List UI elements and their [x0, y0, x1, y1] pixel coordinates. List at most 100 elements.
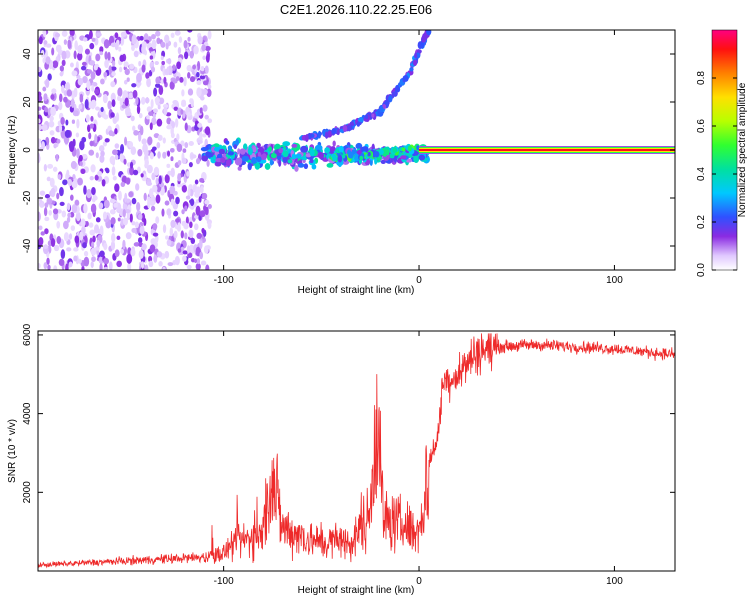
snr-frame	[37, 330, 676, 572]
noise-speckle	[203, 205, 207, 212]
noise-speckle	[66, 89, 73, 97]
noise-speckle	[110, 81, 116, 88]
noise-speckle	[61, 50, 67, 61]
scatter-speckle	[291, 153, 296, 159]
noise-speckle	[174, 255, 180, 266]
upper-trace-speckle	[347, 124, 352, 131]
noise-speckle	[147, 136, 153, 146]
noise-speckle	[162, 266, 166, 270]
noise-speckle	[183, 39, 188, 49]
noise-speckle	[98, 202, 104, 210]
noise-speckle	[188, 161, 193, 168]
noise-speckle	[204, 114, 209, 120]
noise-speckle	[152, 146, 157, 151]
noise-speckle	[42, 86, 47, 92]
noise-speckle	[178, 36, 183, 44]
noise-speckle	[82, 75, 88, 84]
noise-speckle	[187, 252, 193, 259]
scatter-speckle	[303, 163, 309, 170]
noise-speckle	[196, 158, 201, 165]
noise-speckle	[159, 97, 165, 105]
noise-speckle	[194, 223, 199, 231]
noise-speckle	[119, 152, 124, 162]
noise-speckle	[156, 142, 161, 149]
noise-speckle	[130, 115, 135, 122]
noise-speckle	[73, 255, 78, 262]
carrier-line-core	[419, 149, 675, 151]
noise-speckle	[189, 76, 196, 83]
noise-speckle	[68, 233, 73, 240]
noise-speckle	[133, 50, 139, 58]
noise-speckle	[204, 199, 210, 205]
noise-speckle	[207, 30, 212, 40]
upper-trace-speckle	[356, 121, 361, 127]
noise-speckle	[117, 87, 123, 97]
noise-speckle	[143, 149, 149, 157]
noise-speckle	[158, 261, 163, 267]
lower-trace-speckle	[342, 153, 346, 159]
noise-speckle	[58, 258, 65, 267]
noise-speckle	[139, 125, 144, 136]
noise-speckle	[189, 188, 194, 197]
noise-speckle	[118, 66, 123, 73]
noise-speckle	[196, 71, 200, 78]
noise-speckle	[146, 164, 153, 174]
noise-speckle	[38, 262, 41, 269]
noise-speckle	[80, 218, 86, 228]
scatter-speckle	[228, 145, 232, 154]
noise-speckle	[173, 41, 178, 48]
noise-speckle	[204, 65, 209, 74]
noise-speckle	[145, 72, 150, 79]
snr-ytick-label: 4000	[22, 402, 33, 425]
noise-speckle	[38, 142, 41, 148]
noise-speckle	[78, 231, 84, 241]
noise-speckle	[79, 140, 85, 151]
upper-trace-speckle	[324, 131, 329, 139]
noise-speckle	[116, 235, 121, 241]
noise-speckle	[187, 72, 191, 79]
noise-speckle	[138, 113, 143, 119]
scatter-speckle	[355, 142, 363, 150]
noise-speckle	[169, 185, 176, 195]
noise-speckle	[89, 123, 94, 129]
noise-speckle	[38, 66, 42, 73]
scatter-speckle	[252, 146, 257, 153]
noise-speckle	[166, 239, 172, 247]
noise-speckle	[152, 184, 158, 193]
noise-speckle	[114, 128, 118, 135]
scatter-speckle	[201, 155, 209, 162]
noise-speckle	[177, 173, 182, 182]
noise-speckle	[205, 264, 210, 270]
noise-speckle	[38, 118, 41, 124]
upper-trace-speckle	[413, 59, 418, 67]
noise-speckle	[104, 138, 110, 143]
noise-speckle	[195, 262, 201, 270]
noise-speckle	[41, 140, 46, 150]
noise-speckle	[186, 64, 192, 72]
noise-speckle	[70, 160, 77, 170]
snr-plot-area	[38, 331, 675, 571]
noise-speckle	[68, 261, 73, 268]
noise-speckle	[114, 183, 120, 192]
noise-speckle	[149, 244, 156, 253]
noise-speckle	[86, 80, 91, 91]
noise-speckle	[71, 180, 78, 189]
noise-speckle	[148, 260, 154, 268]
noise-speckle	[114, 42, 119, 51]
noise-speckle	[125, 232, 132, 240]
noise-speckle	[110, 66, 117, 71]
scatter-speckle	[247, 147, 253, 156]
noise-speckle	[194, 258, 198, 263]
noise-speckle	[151, 34, 156, 40]
colorbar-gradient	[711, 29, 738, 271]
noise-speckle	[170, 219, 176, 229]
noise-speckle	[108, 130, 114, 137]
noise-speckle	[42, 30, 47, 38]
noise-speckle	[77, 44, 84, 55]
upper-trace-speckle	[420, 42, 425, 49]
noise-speckle	[166, 150, 171, 157]
noise-speckle	[139, 35, 144, 41]
noise-speckle	[49, 177, 55, 188]
noise-speckle	[173, 210, 179, 217]
noise-speckle	[141, 64, 146, 73]
